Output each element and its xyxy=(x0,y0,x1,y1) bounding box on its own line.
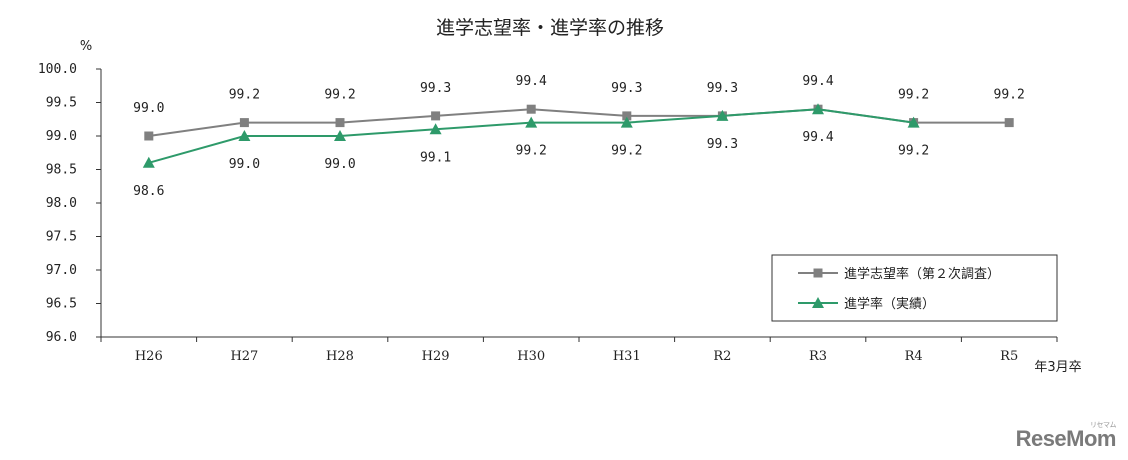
axes xyxy=(96,68,1058,342)
data-point-marker xyxy=(431,111,441,121)
data-label: 99.2 xyxy=(229,88,260,103)
x-tick-label: H28 xyxy=(326,349,354,364)
x-tick-label: R5 xyxy=(1000,349,1018,364)
data-label: 99.1 xyxy=(420,150,451,165)
y-tick-label: 98.5 xyxy=(46,163,77,178)
data-label: 99.2 xyxy=(324,88,355,103)
data-point-marker xyxy=(907,116,920,128)
y-tick-label: 98.0 xyxy=(46,196,77,211)
data-label: 99.3 xyxy=(707,137,738,152)
data-point-marker xyxy=(525,116,538,128)
data-point-marker xyxy=(620,116,633,128)
data-label: 99.2 xyxy=(898,144,929,159)
y-tick-label: 96.0 xyxy=(46,330,77,345)
chart-title: 進学志望率・進学率の推移 xyxy=(436,17,664,39)
data-label: 99.3 xyxy=(611,81,642,96)
data-label: 98.6 xyxy=(133,184,164,199)
y-tick-label: 97.0 xyxy=(46,263,77,278)
y-tick-label: 96.5 xyxy=(46,297,77,312)
data-label: 99.3 xyxy=(420,81,451,96)
y-tick-label: 99.0 xyxy=(46,129,77,144)
data-label: 99.3 xyxy=(707,81,738,96)
legend-marker xyxy=(813,268,823,278)
x-tick-label: H26 xyxy=(135,349,163,364)
data-label: 99.0 xyxy=(133,101,164,116)
brand-logo-text: ReseMom xyxy=(1015,426,1117,451)
data-point-marker xyxy=(716,109,729,121)
data-point-marker xyxy=(622,111,632,121)
x-tick-label: R4 xyxy=(905,349,923,364)
data-label: 99.4 xyxy=(516,74,547,89)
legend: 進学志望率（第２次調査） 進学率（実績） xyxy=(771,254,1058,322)
series-group xyxy=(142,103,1014,168)
data-label: 99.2 xyxy=(994,88,1025,103)
data-point-marker xyxy=(239,118,249,128)
brand-sub: リセマム xyxy=(1090,422,1117,429)
x-tick-label: H31 xyxy=(613,349,641,364)
y-tick-label: 97.5 xyxy=(46,230,77,245)
legend-marker xyxy=(812,297,824,308)
data-point-marker xyxy=(238,130,251,141)
data-point-marker xyxy=(144,131,154,141)
x-tick-label: R2 xyxy=(713,349,731,364)
data-point-marker xyxy=(1004,118,1014,128)
legend-box xyxy=(771,254,1058,322)
x-tick-label: R3 xyxy=(809,349,827,364)
data-label: 99.0 xyxy=(229,157,260,172)
x-axis-unit-label: 年3月卒 xyxy=(1034,360,1081,375)
data-point-marker xyxy=(142,156,155,168)
data-label: 99.4 xyxy=(802,130,833,145)
x-tick-labels: H26 H27 H28 H29 H30 H31 R2 R3 R4 R5 xyxy=(135,349,1018,364)
data-point-marker xyxy=(526,104,536,114)
y-axis-label: % xyxy=(80,39,92,54)
data-point-marker xyxy=(812,103,824,115)
legend-label: 進学志望率（第２次調査） xyxy=(844,266,1000,282)
data-point-marker xyxy=(334,130,346,141)
x-tick-label: H29 xyxy=(422,349,450,364)
y-tick-labels: 96.0 96.5 97.0 97.5 98.0 98.5 99.0 99.5 100.0 xyxy=(38,62,77,345)
data-point-marker xyxy=(335,118,345,128)
y-tick-label: 100.0 xyxy=(38,62,77,77)
data-label: 99.0 xyxy=(324,157,355,172)
x-tick-label: H30 xyxy=(517,349,545,364)
data-label: 99.2 xyxy=(898,88,929,103)
legend-label: 進学率（実績） xyxy=(844,296,935,312)
data-label: 99.2 xyxy=(516,144,547,159)
brand-logo: リセマム ReseMom xyxy=(1015,422,1117,452)
y-tick-label: 99.5 xyxy=(46,96,77,111)
data-label: 99.2 xyxy=(611,144,642,159)
x-tick-label: H27 xyxy=(230,349,258,364)
data-labels: 99.0 99.2 99.2 99.3 99.4 99.3 99.3 99.4 99.2 99.2… xyxy=(133,74,1025,199)
data-label: 99.4 xyxy=(802,74,833,89)
data-point-marker xyxy=(429,123,442,135)
